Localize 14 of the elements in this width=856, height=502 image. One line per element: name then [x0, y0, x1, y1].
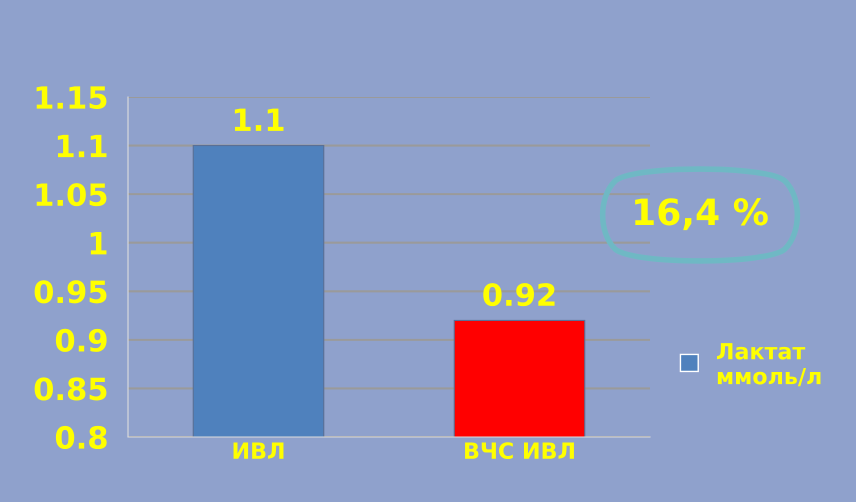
y-tick-label: 1.15 [36, 86, 106, 110]
y-tick-label: 0.9 [56, 328, 107, 352]
y-tick-label: 1.1 [58, 134, 106, 158]
x-tick-label: ИВЛ [234, 442, 284, 459]
y-tick-label: 1.05 [36, 183, 106, 206]
annotation: 16,4 % [635, 198, 768, 230]
legend-label: Лактат ммоль/л [717, 343, 820, 386]
y-tick-label: 0.8 [56, 426, 107, 450]
data-label: 1.1 [234, 108, 284, 131]
y-tick-label: 0.95 [34, 280, 106, 304]
x-tick-label: ВЧС ИВЛ [465, 442, 574, 460]
y-tick-label: 1 [90, 232, 106, 254]
y-tick-label: 0.85 [34, 377, 106, 400]
data-label: 0.92 [483, 283, 555, 306]
